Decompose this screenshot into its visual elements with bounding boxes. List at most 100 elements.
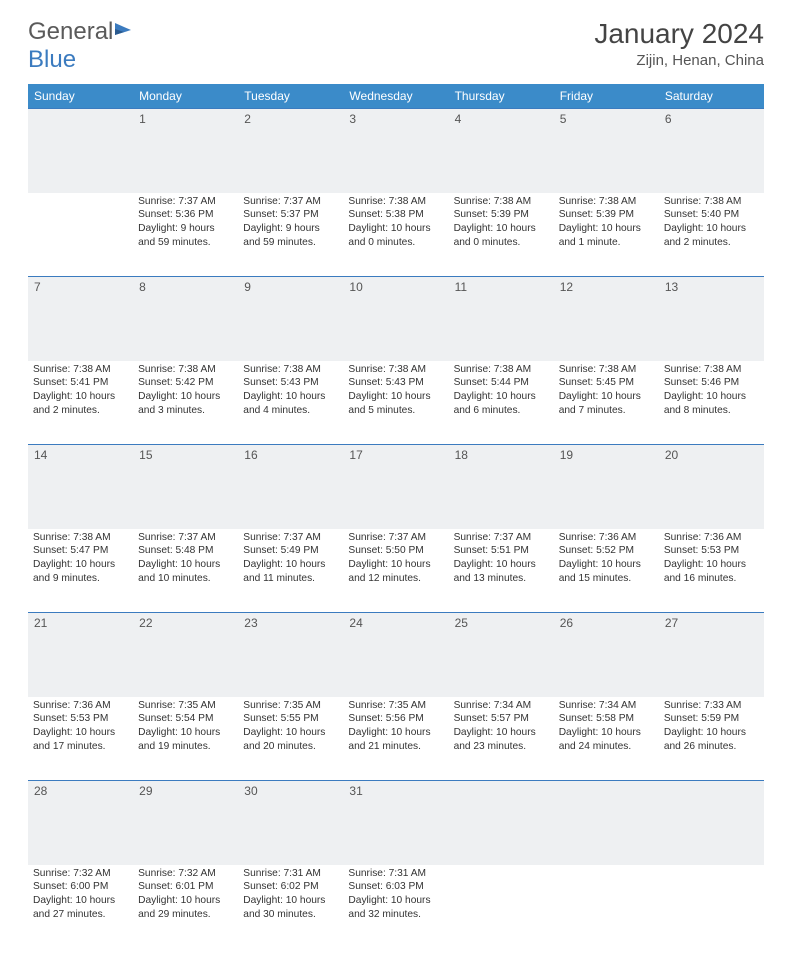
day-number: 24 — [343, 613, 448, 633]
day-number-row: 21222324252627 — [28, 613, 764, 697]
month-title: January 2024 — [594, 18, 764, 50]
day-info-line: Sunset: 5:55 PM — [243, 712, 338, 726]
day-info-line: Sunrise: 7:38 AM — [664, 195, 759, 209]
day-body-cell: Sunrise: 7:36 AMSunset: 5:53 PMDaylight:… — [28, 697, 133, 781]
day-body-cell: Sunrise: 7:38 AMSunset: 5:47 PMDaylight:… — [28, 529, 133, 613]
day-cell: Sunrise: 7:38 AMSunset: 5:39 PMDaylight:… — [554, 193, 659, 256]
day-info-line: and 23 minutes. — [454, 740, 549, 754]
day-info-line: and 29 minutes. — [138, 908, 233, 922]
day-body-cell: Sunrise: 7:31 AMSunset: 6:02 PMDaylight:… — [238, 865, 343, 949]
day-info-line: Sunrise: 7:35 AM — [243, 699, 338, 713]
location: Zijin, Henan, China — [594, 52, 764, 69]
day-number-cell: 19 — [554, 445, 659, 529]
day-info-line: Sunrise: 7:31 AM — [243, 867, 338, 881]
day-number-cell: 28 — [28, 781, 133, 865]
day-info-line: Sunrise: 7:38 AM — [33, 363, 128, 377]
day-info-line: and 32 minutes. — [348, 908, 443, 922]
day-info-line: Sunrise: 7:37 AM — [243, 195, 338, 209]
day-info-line: and 7 minutes. — [559, 404, 654, 418]
day-cell: Sunrise: 7:31 AMSunset: 6:03 PMDaylight:… — [343, 865, 448, 928]
day-info-line: Daylight: 10 hours — [454, 222, 549, 236]
day-info-line: Daylight: 10 hours — [664, 390, 759, 404]
day-number: 20 — [659, 445, 764, 465]
day-info-line: Sunrise: 7:37 AM — [243, 531, 338, 545]
flag-icon — [113, 21, 135, 39]
day-info-line: Sunset: 5:56 PM — [348, 712, 443, 726]
day-cell: Sunrise: 7:36 AMSunset: 5:53 PMDaylight:… — [659, 529, 764, 592]
day-body-cell: Sunrise: 7:35 AMSunset: 5:56 PMDaylight:… — [343, 697, 448, 781]
day-cell: Sunrise: 7:34 AMSunset: 5:58 PMDaylight:… — [554, 697, 659, 760]
day-cell: Sunrise: 7:37 AMSunset: 5:48 PMDaylight:… — [133, 529, 238, 592]
day-number-cell: 1 — [133, 109, 238, 193]
day-info-line: and 8 minutes. — [664, 404, 759, 418]
day-info-line: Sunrise: 7:36 AM — [559, 531, 654, 545]
weekday-header-row: SundayMondayTuesdayWednesdayThursdayFrid… — [28, 84, 764, 109]
day-info-line: Sunset: 5:46 PM — [664, 376, 759, 390]
logo-text-blue: Blue — [28, 46, 76, 73]
day-info-line: and 59 minutes. — [243, 236, 338, 250]
day-info-line: and 0 minutes. — [348, 236, 443, 250]
day-info-line: and 2 minutes. — [664, 236, 759, 250]
day-number: 12 — [554, 277, 659, 297]
day-body-row: Sunrise: 7:36 AMSunset: 5:53 PMDaylight:… — [28, 697, 764, 781]
day-cell: Sunrise: 7:37 AMSunset: 5:49 PMDaylight:… — [238, 529, 343, 592]
day-number-cell: 23 — [238, 613, 343, 697]
day-info-line: and 10 minutes. — [138, 572, 233, 586]
day-info-line: Daylight: 10 hours — [559, 222, 654, 236]
day-number: 28 — [28, 781, 133, 801]
day-info-line: Sunset: 5:47 PM — [33, 544, 128, 558]
day-info-line: Sunrise: 7:35 AM — [348, 699, 443, 713]
day-number-cell: 13 — [659, 277, 764, 361]
day-number: 25 — [449, 613, 554, 633]
day-info-line: Daylight: 10 hours — [138, 390, 233, 404]
day-cell: Sunrise: 7:37 AMSunset: 5:37 PMDaylight:… — [238, 193, 343, 256]
day-info-line: Daylight: 10 hours — [138, 726, 233, 740]
weekday-header: Saturday — [659, 84, 764, 109]
day-body-row: Sunrise: 7:37 AMSunset: 5:36 PMDaylight:… — [28, 193, 764, 277]
day-info-line: Sunset: 5:41 PM — [33, 376, 128, 390]
day-body-cell — [449, 865, 554, 949]
day-info-line: and 11 minutes. — [243, 572, 338, 586]
day-info-line: Daylight: 9 hours — [138, 222, 233, 236]
day-info-line: Sunset: 5:54 PM — [138, 712, 233, 726]
day-cell: Sunrise: 7:36 AMSunset: 5:52 PMDaylight:… — [554, 529, 659, 592]
day-body-cell: Sunrise: 7:37 AMSunset: 5:48 PMDaylight:… — [133, 529, 238, 613]
day-info-line: Daylight: 10 hours — [243, 390, 338, 404]
day-info-line: Sunrise: 7:38 AM — [559, 195, 654, 209]
day-body-cell — [659, 865, 764, 949]
day-info-line: Sunset: 5:43 PM — [243, 376, 338, 390]
day-number-row: 28293031 — [28, 781, 764, 865]
day-number-cell: 26 — [554, 613, 659, 697]
day-cell: Sunrise: 7:37 AMSunset: 5:36 PMDaylight:… — [133, 193, 238, 256]
day-info-line: Daylight: 10 hours — [559, 390, 654, 404]
day-info-line: Sunset: 5:50 PM — [348, 544, 443, 558]
day-cell: Sunrise: 7:35 AMSunset: 5:55 PMDaylight:… — [238, 697, 343, 760]
day-info-line: and 9 minutes. — [33, 572, 128, 586]
day-number-cell: 30 — [238, 781, 343, 865]
day-info-line: Daylight: 10 hours — [454, 726, 549, 740]
day-cell: Sunrise: 7:34 AMSunset: 5:57 PMDaylight:… — [449, 697, 554, 760]
day-cell: Sunrise: 7:38 AMSunset: 5:40 PMDaylight:… — [659, 193, 764, 256]
day-number-cell: 31 — [343, 781, 448, 865]
day-body-cell: Sunrise: 7:38 AMSunset: 5:43 PMDaylight:… — [238, 361, 343, 445]
day-info-line: Sunset: 5:48 PM — [138, 544, 233, 558]
day-info-line: Daylight: 10 hours — [33, 390, 128, 404]
day-body-cell: Sunrise: 7:38 AMSunset: 5:39 PMDaylight:… — [449, 193, 554, 277]
day-cell: Sunrise: 7:37 AMSunset: 5:50 PMDaylight:… — [343, 529, 448, 592]
day-info-line: and 1 minute. — [559, 236, 654, 250]
day-body-cell: Sunrise: 7:38 AMSunset: 5:42 PMDaylight:… — [133, 361, 238, 445]
day-cell: Sunrise: 7:38 AMSunset: 5:43 PMDaylight:… — [343, 361, 448, 424]
day-info-line: and 26 minutes. — [664, 740, 759, 754]
day-number-cell: 25 — [449, 613, 554, 697]
day-number: 3 — [343, 109, 448, 129]
day-info-line: Sunset: 6:03 PM — [348, 880, 443, 894]
day-info-line: Sunset: 5:49 PM — [243, 544, 338, 558]
day-body-cell: Sunrise: 7:38 AMSunset: 5:46 PMDaylight:… — [659, 361, 764, 445]
day-info-line: Sunset: 5:53 PM — [33, 712, 128, 726]
day-info-line: Sunset: 5:40 PM — [664, 208, 759, 222]
day-info-line: and 21 minutes. — [348, 740, 443, 754]
day-cell: Sunrise: 7:38 AMSunset: 5:39 PMDaylight:… — [449, 193, 554, 256]
day-number: 10 — [343, 277, 448, 297]
day-info-line: Sunrise: 7:38 AM — [138, 363, 233, 377]
day-info-line: and 6 minutes. — [454, 404, 549, 418]
